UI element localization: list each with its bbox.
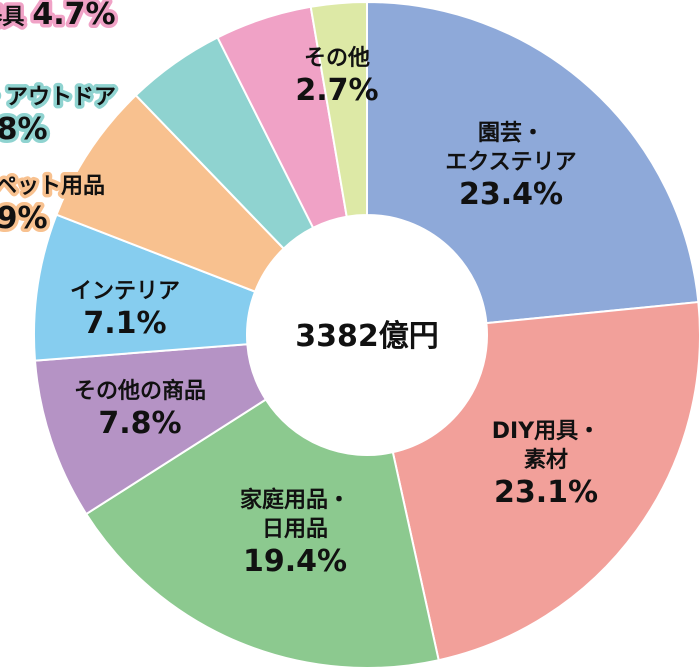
- slice-name-text: カー用品・アウトドア: [0, 85, 116, 110]
- slice-value-text: 6.9%: [0, 201, 48, 236]
- slice-name-text: 家庭用品・: [240, 487, 350, 513]
- center-total-label: 3382億円: [295, 319, 439, 354]
- slice-value-text: 23.1%: [494, 475, 598, 510]
- donut-slice-3: [84, 398, 440, 669]
- slice-name-text: ペット・ペット用品: [0, 174, 105, 199]
- slice-value-text: 4.7%: [32, 0, 115, 32]
- slice-value-text: 7.1%: [83, 306, 166, 341]
- donut-slice-9: [309, 0, 368, 218]
- svg-text:電気機械器具4.7%: 電気機械器具 4.7%: [0, 0, 116, 32]
- slice-value-text: 7.8%: [98, 406, 181, 441]
- slice-name-text: 素材: [524, 447, 568, 473]
- slice-value-text: 4.8%: [0, 112, 48, 147]
- slice-name-text: 園芸・: [478, 120, 544, 146]
- slice-label-6: ペット・ペット用品6.9%: [0, 171, 109, 240]
- slice-name-text: DIY用具・: [492, 419, 600, 444]
- slice-name-text: 電気機械器具: [0, 4, 24, 30]
- slice-name-text: その他: [304, 46, 370, 71]
- slice-value-text: 19.4%: [243, 544, 347, 579]
- slice-label-8: 電気機械器具 4.7%: [0, 0, 119, 36]
- slice-value-text: 23.4%: [459, 177, 563, 212]
- slice-name-text: 日用品: [262, 517, 328, 542]
- slice-value-text: 2.7%: [295, 73, 378, 108]
- donut-slice-1: [366, 0, 700, 325]
- slice-name-text: その他の商品: [74, 378, 206, 404]
- slice-label-7: カー用品・アウトドア4.8%: [0, 82, 120, 151]
- slice-name-text: インテリア: [70, 279, 180, 304]
- slice-name-text: エクステリア: [445, 150, 576, 175]
- donut-slice-2: [391, 300, 700, 662]
